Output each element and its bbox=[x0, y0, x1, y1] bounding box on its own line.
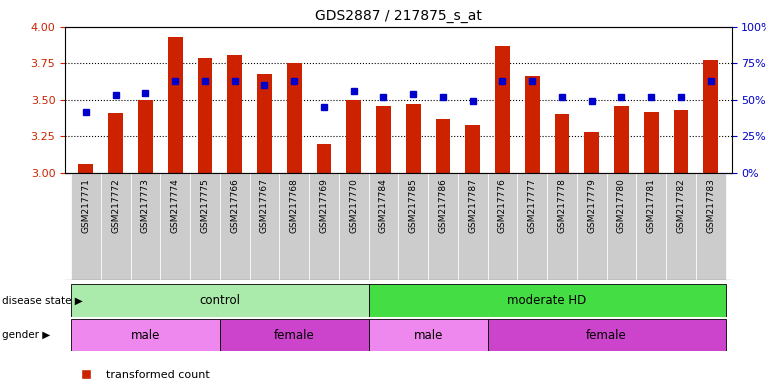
FancyBboxPatch shape bbox=[130, 173, 160, 280]
FancyBboxPatch shape bbox=[160, 173, 190, 280]
Text: male: male bbox=[414, 329, 443, 341]
Bar bbox=[286, 63, 302, 173]
FancyBboxPatch shape bbox=[428, 173, 458, 280]
Text: GSM217776: GSM217776 bbox=[498, 178, 507, 233]
Text: GSM217782: GSM217782 bbox=[676, 178, 686, 233]
Bar bbox=[138, 100, 153, 173]
Text: GSM217767: GSM217767 bbox=[260, 178, 269, 233]
Text: GSM217773: GSM217773 bbox=[141, 178, 150, 233]
Text: female: female bbox=[586, 329, 627, 341]
FancyBboxPatch shape bbox=[309, 173, 339, 280]
Text: control: control bbox=[199, 294, 241, 307]
Bar bbox=[376, 106, 391, 173]
FancyBboxPatch shape bbox=[607, 173, 637, 280]
Text: GSM217781: GSM217781 bbox=[647, 178, 656, 233]
FancyBboxPatch shape bbox=[220, 173, 250, 280]
Bar bbox=[703, 60, 719, 173]
Bar bbox=[346, 100, 361, 173]
Bar bbox=[525, 76, 539, 173]
FancyBboxPatch shape bbox=[71, 284, 368, 317]
Text: gender ▶: gender ▶ bbox=[2, 330, 50, 340]
Text: GSM217780: GSM217780 bbox=[617, 178, 626, 233]
FancyBboxPatch shape bbox=[101, 173, 130, 280]
Bar bbox=[168, 37, 182, 173]
Text: GSM217779: GSM217779 bbox=[588, 178, 596, 233]
Bar bbox=[406, 104, 421, 173]
FancyBboxPatch shape bbox=[368, 284, 725, 317]
Bar bbox=[614, 106, 629, 173]
Text: GSM217778: GSM217778 bbox=[558, 178, 566, 233]
FancyBboxPatch shape bbox=[71, 319, 220, 351]
FancyBboxPatch shape bbox=[488, 173, 517, 280]
Bar bbox=[584, 132, 599, 173]
FancyBboxPatch shape bbox=[666, 173, 696, 280]
Text: moderate HD: moderate HD bbox=[507, 294, 587, 307]
Text: female: female bbox=[273, 329, 315, 341]
FancyBboxPatch shape bbox=[250, 173, 280, 280]
Text: GSM217766: GSM217766 bbox=[231, 178, 239, 233]
FancyBboxPatch shape bbox=[220, 319, 368, 351]
FancyBboxPatch shape bbox=[577, 173, 607, 280]
Bar bbox=[643, 111, 659, 173]
Text: disease state ▶: disease state ▶ bbox=[2, 295, 82, 306]
Bar bbox=[495, 46, 510, 173]
Bar bbox=[198, 58, 212, 173]
Legend: transformed count, percentile rank within the sample: transformed count, percentile rank withi… bbox=[70, 365, 299, 384]
Bar bbox=[673, 110, 689, 173]
Bar bbox=[465, 125, 480, 173]
Text: GSM217784: GSM217784 bbox=[379, 178, 388, 233]
Text: male: male bbox=[131, 329, 160, 341]
Text: GSM217785: GSM217785 bbox=[409, 178, 417, 233]
Bar bbox=[436, 119, 450, 173]
Text: GSM217786: GSM217786 bbox=[438, 178, 447, 233]
Text: GSM217770: GSM217770 bbox=[349, 178, 358, 233]
FancyBboxPatch shape bbox=[458, 173, 488, 280]
FancyBboxPatch shape bbox=[71, 173, 101, 280]
FancyBboxPatch shape bbox=[368, 319, 488, 351]
Bar bbox=[257, 74, 272, 173]
Text: GSM217783: GSM217783 bbox=[706, 178, 715, 233]
Bar bbox=[555, 114, 569, 173]
Text: GSM217772: GSM217772 bbox=[111, 178, 120, 233]
Text: GSM217775: GSM217775 bbox=[201, 178, 209, 233]
Bar bbox=[108, 113, 123, 173]
FancyBboxPatch shape bbox=[637, 173, 666, 280]
Bar bbox=[228, 55, 242, 173]
FancyBboxPatch shape bbox=[190, 173, 220, 280]
FancyBboxPatch shape bbox=[547, 173, 577, 280]
Text: GSM217774: GSM217774 bbox=[171, 178, 180, 233]
Title: GDS2887 / 217875_s_at: GDS2887 / 217875_s_at bbox=[315, 9, 482, 23]
Text: GSM217769: GSM217769 bbox=[319, 178, 329, 233]
FancyBboxPatch shape bbox=[488, 319, 725, 351]
FancyBboxPatch shape bbox=[368, 173, 398, 280]
Text: GSM217768: GSM217768 bbox=[290, 178, 299, 233]
FancyBboxPatch shape bbox=[339, 173, 368, 280]
Text: GSM217787: GSM217787 bbox=[468, 178, 477, 233]
FancyBboxPatch shape bbox=[696, 173, 725, 280]
FancyBboxPatch shape bbox=[280, 173, 309, 280]
FancyBboxPatch shape bbox=[398, 173, 428, 280]
Bar bbox=[316, 144, 332, 173]
Text: GSM217771: GSM217771 bbox=[81, 178, 90, 233]
Text: GSM217777: GSM217777 bbox=[528, 178, 537, 233]
FancyBboxPatch shape bbox=[517, 173, 547, 280]
Bar bbox=[78, 164, 93, 173]
